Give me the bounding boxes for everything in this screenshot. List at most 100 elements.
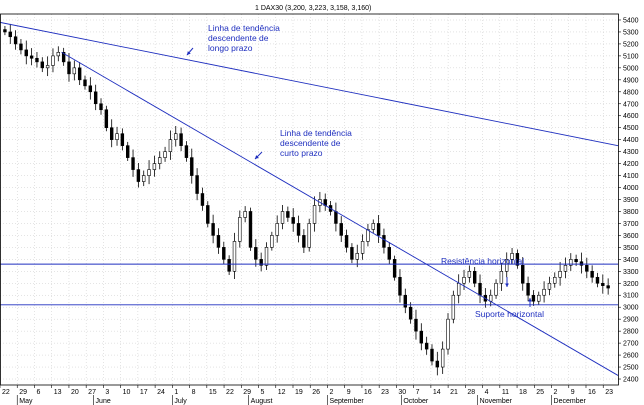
- candle-body: [403, 294, 407, 308]
- candle-body: [366, 229, 370, 242]
- y-tick-label: 3900: [623, 197, 639, 204]
- x-tick-label: 30: [398, 389, 406, 396]
- candle-body: [606, 285, 610, 289]
- x-tick-label: 9: [571, 389, 575, 396]
- x-tick-label: 23: [605, 389, 613, 396]
- candle-body: [232, 241, 237, 272]
- candle-body: [494, 282, 498, 296]
- candle-body: [382, 235, 386, 248]
- y-tick-label: 2600: [623, 353, 639, 360]
- y-tick-label: 4000: [623, 185, 639, 192]
- candles: [3, 23, 610, 376]
- y-tick-label: 2500: [623, 365, 639, 372]
- candle-body: [590, 271, 594, 278]
- annotation-arrow-head: [255, 155, 259, 159]
- x-tick-label: 2: [554, 389, 558, 396]
- axes: 2400 2500 2600 2700 2800 2900 3000 3100 3200 3300…: [0, 13, 639, 405]
- y-tick-label: 3400: [623, 257, 639, 264]
- annotations: Linha de tendência descendente de longo pr…: [186, 23, 544, 319]
- y-tick-label: 4100: [623, 173, 639, 180]
- candle-body: [574, 259, 578, 263]
- annotation-arrow-head: [187, 51, 191, 55]
- candle-body: [595, 276, 600, 284]
- x-tick-label: 18: [519, 389, 527, 396]
- month-label: July: [174, 398, 187, 405]
- chart-title: 1 DAX30 (3,200, 3,223, 3,158, 3,160): [255, 5, 371, 12]
- x-tick-label: 29: [19, 389, 27, 396]
- y-tick-label: 5100: [623, 53, 639, 60]
- candle-body: [446, 318, 450, 350]
- candle-body: [190, 157, 194, 176]
- candle-body: [216, 235, 221, 248]
- candle-body: [435, 360, 440, 368]
- candle-body: [376, 223, 381, 236]
- candle-body: [451, 294, 456, 320]
- candle-body: [163, 151, 167, 158]
- candle-body: [286, 211, 290, 218]
- candle-body: [61, 51, 66, 63]
- month-label: June: [96, 398, 111, 405]
- candle-body: [174, 133, 178, 140]
- x-tick-label: 1: [174, 389, 178, 396]
- y-tick-label: 2800: [623, 329, 639, 336]
- candle-body: [227, 259, 231, 272]
- x-tick-label: 17: [140, 389, 148, 396]
- month-label: August: [251, 398, 273, 405]
- candle-body: [152, 163, 157, 170]
- candle-body: [195, 175, 199, 194]
- y-tick-label: 4700: [623, 101, 639, 108]
- candle-body: [569, 259, 573, 266]
- x-tick-label: 11: [502, 389, 509, 396]
- candle-body: [280, 211, 285, 224]
- x-tick-label: 29: [243, 389, 251, 396]
- candle-body: [515, 253, 520, 266]
- long-term-annotation: Linha de tendência descendente de longo pr…: [208, 23, 280, 53]
- candle-body: [238, 217, 242, 242]
- y-tick-label: 4600: [623, 113, 639, 120]
- candle-body: [147, 169, 151, 176]
- x-tick-label: 6: [36, 389, 40, 396]
- x-tick-label: 21: [450, 389, 458, 396]
- candle-body: [296, 223, 301, 236]
- candle-body: [521, 265, 525, 284]
- candle-body: [142, 175, 146, 182]
- x-tick-label: 15: [209, 389, 217, 396]
- candle-body: [115, 133, 119, 140]
- candle-body: [542, 288, 546, 296]
- candle-body: [499, 271, 504, 284]
- candle-body: [462, 276, 466, 284]
- candle-body: [120, 133, 125, 146]
- y-tick-label: 3500: [623, 245, 639, 252]
- x-tick-label: 19: [295, 389, 303, 396]
- trend-lines: [0, 21, 619, 376]
- candle-body: [211, 223, 215, 236]
- y-tick-label: 4800: [623, 89, 639, 96]
- long-term-trendline: [0, 21, 619, 147]
- candle-body: [505, 259, 509, 272]
- candle-body: [184, 145, 189, 158]
- candle-body: [179, 133, 183, 146]
- candle-body: [222, 247, 226, 260]
- candle-body: [419, 330, 424, 344]
- candle-body: [414, 318, 418, 332]
- candle-body: [264, 247, 269, 266]
- y-tick-label: 3200: [623, 281, 639, 288]
- candle-body: [585, 265, 589, 272]
- month-label: May: [19, 398, 33, 405]
- x-tick-label: 26: [312, 389, 320, 396]
- candle-body: [489, 294, 493, 302]
- short-term-trendline: [61, 51, 619, 376]
- x-tick-label: 28: [467, 389, 475, 396]
- annotation-arrow-head: [528, 298, 532, 302]
- candle-body: [51, 55, 55, 66]
- annotation-line: curto prazo: [280, 148, 323, 158]
- candle-body: [456, 282, 461, 296]
- x-tick-label: 10: [123, 389, 131, 396]
- candle-body: [371, 223, 375, 230]
- candle-body: [547, 282, 552, 290]
- candle-body: [72, 67, 77, 75]
- y-tick-label: 3100: [623, 293, 639, 300]
- annotation-line: longo prazo: [208, 43, 253, 53]
- candle-body: [307, 223, 311, 248]
- y-tick-label: 3700: [623, 221, 639, 228]
